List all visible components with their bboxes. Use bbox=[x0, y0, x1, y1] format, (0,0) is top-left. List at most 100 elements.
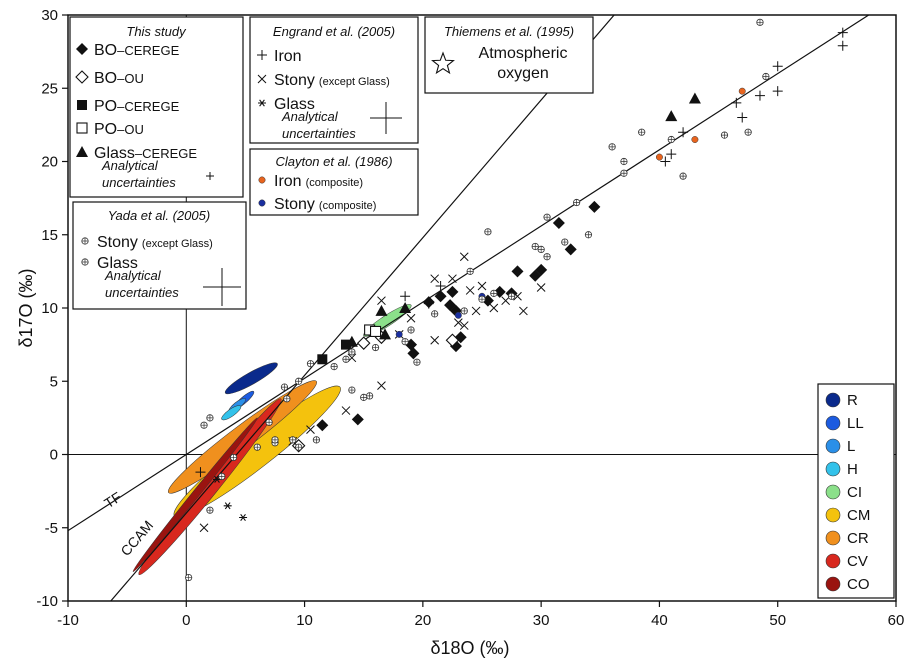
point-glass-cerege bbox=[345, 335, 358, 347]
point-glass-cerege bbox=[399, 302, 412, 313]
legend-marker bbox=[258, 176, 266, 184]
uncertainty-label: uncertainties bbox=[105, 285, 179, 300]
point-yada-stony-cross bbox=[348, 348, 355, 355]
legend-title: Thiemens et al. (1995) bbox=[444, 24, 574, 39]
reference-lines bbox=[68, 15, 870, 601]
x-tick-label: 20 bbox=[415, 612, 432, 629]
legend-suffix: –OU bbox=[117, 71, 144, 86]
point-bo-ou bbox=[356, 336, 371, 350]
point-yada-stony-cross bbox=[573, 199, 580, 206]
point-engrand-stony bbox=[430, 335, 440, 345]
point-glass-cerege bbox=[379, 328, 392, 340]
legend-label: BO–OU bbox=[94, 70, 144, 87]
chondrite-swatch-cm bbox=[825, 507, 841, 523]
legend-marker-cross bbox=[82, 259, 88, 265]
chondrite-label: CM bbox=[847, 507, 870, 524]
legend-suffix: (except Glass) bbox=[319, 76, 390, 88]
legend-title: Yada et al. (2005) bbox=[108, 208, 210, 223]
point-yada-stony-cross bbox=[461, 307, 468, 314]
point-yada-stony-cross bbox=[745, 129, 752, 136]
point-glass-cerege bbox=[688, 92, 701, 104]
ellipse-co bbox=[132, 417, 258, 572]
legend-marker bbox=[76, 43, 88, 55]
chondrite-swatch-r bbox=[825, 392, 841, 408]
point-po-cerege bbox=[317, 354, 328, 365]
uncertainty-label: uncertainties bbox=[102, 175, 176, 190]
legend-box bbox=[69, 16, 244, 198]
point-engrand-stony bbox=[199, 523, 209, 533]
point-yada-stony-cross bbox=[206, 507, 213, 514]
legend-suffix: –CEREGE bbox=[135, 146, 197, 161]
legend-label: Glass bbox=[274, 96, 315, 113]
legend-label: Iron (composite) bbox=[274, 173, 363, 190]
point-engrand-stony bbox=[406, 313, 416, 323]
point-engrand-iron bbox=[400, 291, 411, 302]
chondrite-label: CV bbox=[847, 553, 868, 570]
point-yada-stony-cross bbox=[479, 296, 485, 303]
chondrite-label: R bbox=[847, 392, 858, 409]
y-tick-label: 20 bbox=[41, 154, 58, 171]
point-yada-stony-cross bbox=[372, 344, 379, 351]
point-clayton-iron bbox=[691, 136, 699, 143]
point-engrand-iron bbox=[660, 156, 671, 167]
legend-box bbox=[424, 16, 594, 94]
point-yada-stony-cross bbox=[402, 338, 409, 345]
point-bo-cerege bbox=[446, 285, 459, 298]
x-tick-label: 30 bbox=[533, 612, 550, 629]
point-engrand-iron bbox=[435, 281, 446, 292]
point-yada-stony-cross bbox=[680, 173, 687, 180]
point-engrand-stony bbox=[453, 318, 463, 328]
point-yada-stony-cross bbox=[254, 444, 261, 451]
legend-label: Stony (composite) bbox=[274, 196, 376, 213]
legend-label: oxygen bbox=[497, 65, 549, 82]
point-glass-cerege bbox=[375, 304, 388, 316]
point-yada-stony-cross bbox=[762, 73, 769, 80]
chondrite-label: CO bbox=[847, 576, 870, 593]
legend-marker bbox=[258, 199, 266, 207]
data-points bbox=[185, 18, 848, 582]
chondrite-label: LL bbox=[847, 415, 864, 432]
point-yada-stony-cross bbox=[206, 414, 213, 421]
point-yada-stony-cross bbox=[266, 419, 273, 426]
legend-label: PO–CEREGE bbox=[94, 98, 180, 115]
point-engrand-stony bbox=[448, 274, 457, 284]
point-bo-cerege bbox=[564, 243, 577, 256]
legend-marker bbox=[76, 146, 88, 157]
point-yada-stony-cross bbox=[289, 436, 296, 443]
uncertainty-label: Analytical bbox=[101, 158, 159, 173]
legend-marker bbox=[76, 122, 88, 134]
point-yada-stony-cross bbox=[218, 473, 225, 480]
axes: -10 0 10 20 30 40 50 60 -10 -5 0 5 10 15 20 25 30 bbox=[36, 7, 904, 629]
legend-suffix: (except Glass) bbox=[142, 238, 213, 250]
uncertainty-label: Analytical bbox=[104, 268, 162, 283]
point-glass-cerege bbox=[665, 110, 678, 122]
point-yada-stony-cross bbox=[307, 360, 314, 367]
point-clayton-stony bbox=[454, 311, 462, 319]
y-tick-label: 15 bbox=[41, 227, 58, 244]
point-clayton-stony bbox=[395, 330, 403, 338]
point-yada-stony-cross bbox=[331, 363, 338, 370]
legend-suffix: –OU bbox=[117, 122, 144, 137]
x-tick-label: 10 bbox=[296, 612, 313, 629]
x-tick-label: 50 bbox=[769, 612, 786, 629]
legend-title: Engrand et al. (2005) bbox=[273, 24, 395, 39]
chondrite-swatch-ll bbox=[825, 415, 841, 431]
legend-label: Iron bbox=[274, 48, 302, 65]
legend-marker bbox=[258, 99, 266, 107]
point-yada-stony-cross bbox=[348, 387, 355, 394]
chondrite-swatch-h bbox=[825, 461, 841, 477]
point-yada-stony-cross bbox=[544, 253, 551, 260]
point-engrand-iron bbox=[731, 97, 742, 108]
point-engrand-iron bbox=[423, 298, 434, 309]
ellipse-h bbox=[221, 405, 242, 421]
chondrite-swatch-co bbox=[825, 576, 841, 592]
point-yada-stony-cross bbox=[620, 170, 627, 177]
point-engrand-stony bbox=[489, 303, 499, 313]
point-engrand-stony bbox=[471, 306, 481, 316]
chondrite-swatch-l bbox=[825, 438, 841, 454]
point-engrand-stony bbox=[536, 283, 546, 292]
legend-label: Stony (except Glass) bbox=[274, 72, 390, 89]
legend-title: Clayton et al. (1986) bbox=[275, 154, 392, 169]
point-yada-stony-cross bbox=[756, 19, 763, 26]
